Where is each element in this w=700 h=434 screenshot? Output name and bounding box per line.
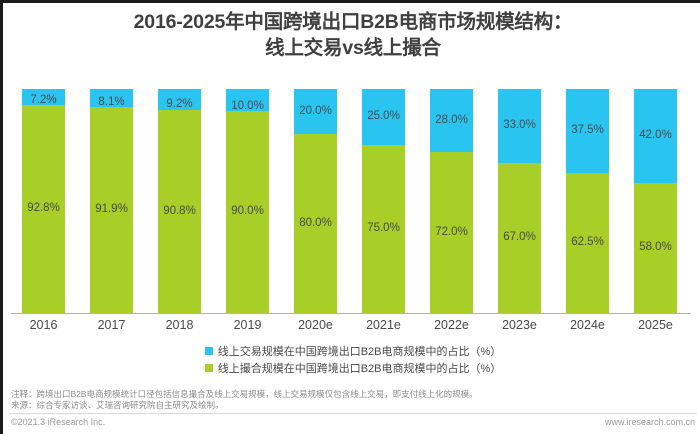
page-title-line-2: 线上交易vs线上撮合 [3,35,700,61]
bar-segment-online-matching[interactable]: 75.0% [362,145,405,313]
footer-divider [9,413,697,414]
x-axis-tick-label: 2023e [492,318,548,332]
bar-value-label: 80.0% [299,218,332,230]
bar-segment-online-transaction[interactable]: 42.0% [634,89,677,183]
bar-stack[interactable]: 37.5% 62.5% [566,89,609,313]
bar-value-label: 33.0% [503,120,536,132]
bar-stack[interactable]: 33.0% 67.0% [498,89,541,313]
footer-copyright: ©2021.3 iResearch Inc. [11,417,105,427]
bar-segment-online-matching[interactable]: 62.5% [566,173,609,313]
bar-value-label: 91.9% [95,204,128,216]
footnote-source: 来源：综合专家访谈、艾瑞咨询研究院自主研究及绘制。 [11,400,695,411]
bar-segment-online-matching[interactable]: 90.8% [158,110,201,313]
page-footer: ©2021.3 iResearch Inc. www.iresearch.com… [11,417,695,427]
legend-swatch-online-transaction [205,347,213,355]
bar-stack[interactable]: 25.0% 75.0% [362,89,405,313]
legend-label-online-transaction: 线上交易规模在中国跨境出口B2B电商规模中的占比（%） [218,343,502,359]
bar-segment-online-matching[interactable]: 91.9% [90,107,133,313]
bar-stack[interactable]: 8.1% 91.9% [90,89,133,313]
bar-value-label: 72.0% [435,227,468,239]
legend-item-online-matching[interactable]: 线上撮合规模在中国跨境出口B2B电商规模中的占比（%） [3,360,700,375]
bar-segment-online-matching[interactable]: 67.0% [498,163,541,313]
bar-value-label: 90.8% [163,206,196,218]
x-axis-labels: 2016 2017 2018 2019 2020e 2021e 2022e 2023e 2024… [17,318,689,338]
bar-stack[interactable]: 42.0% 58.0% [634,89,677,313]
x-axis-tick-label: 2022e [424,318,480,332]
bar-value-label: 58.0% [639,242,672,254]
bar-segment-online-transaction[interactable]: 33.0% [498,89,541,163]
bar-value-label: 62.5% [571,237,604,249]
bar-value-label: 42.0% [639,130,672,142]
bar-segment-online-matching[interactable]: 92.8% [22,105,65,313]
bar-value-label: 28.0% [435,115,468,127]
x-axis-tick-label: 2019 [220,318,276,332]
footnote-note: 注释：跨境出口B2B电商规模统计口径包括信息撮合及线上交易规模，线上交易规模仅包… [11,389,695,400]
bar-stack[interactable]: 10.0% 90.0% [226,89,269,313]
chart-plot-area: 7.2% 92.8% 8.1% 91.9% 9.2% 90.8% 10.0% 90.0% 20.… [17,89,689,313]
bar-segment-online-transaction[interactable]: 20.0% [294,89,337,134]
bar-segment-online-transaction[interactable]: 10.0% [226,89,269,111]
bar-segment-online-transaction[interactable]: 28.0% [430,89,473,152]
bar-stack[interactable]: 9.2% 90.8% [158,89,201,313]
x-axis-tick-label: 2017 [84,318,140,332]
legend-item-online-transaction[interactable]: 线上交易规模在中国跨境出口B2B电商规模中的占比（%） [3,343,700,358]
slide-root: 2016-2025年中国跨境出口B2B电商市场规模结构： 线上交易vs线上撮合 … [0,0,700,434]
bar-segment-online-transaction[interactable]: 7.2% [22,89,65,105]
x-axis-tick-label: 2025e [628,318,684,332]
bar-value-label: 25.0% [367,111,400,123]
page-title: 2016-2025年中国跨境出口B2B电商市场规模结构： 线上交易vs线上撮合 [3,9,700,61]
bar-value-label: 92.8% [27,203,60,215]
bar-value-label: 90.0% [231,206,264,218]
bar-segment-online-transaction[interactable]: 37.5% [566,89,609,173]
chart-footnotes: 注释：跨境出口B2B电商规模统计口径包括信息撮合及线上交易规模，线上交易规模仅包… [11,389,695,411]
legend-swatch-online-matching [205,364,213,372]
bar-value-label: 75.0% [367,223,400,235]
x-axis-tick-label: 2016 [16,318,72,332]
legend-label-online-matching: 线上撮合规模在中国跨境出口B2B电商规模中的占比（%） [218,360,502,376]
bar-stack[interactable]: 7.2% 92.8% [22,89,65,313]
bar-segment-online-transaction[interactable]: 8.1% [90,89,133,107]
x-axis-tick-label: 2018 [152,318,208,332]
bar-segment-online-matching[interactable]: 58.0% [634,183,677,313]
bar-value-label: 67.0% [503,232,536,244]
page-title-line-1: 2016-2025年中国跨境出口B2B电商市场规模结构： [3,9,700,35]
x-axis-tick-label: 2024e [560,318,616,332]
bar-value-label: 20.0% [299,106,332,118]
bar-segment-online-matching[interactable]: 72.0% [430,152,473,313]
bar-value-label: 37.5% [571,125,604,137]
bar-segment-online-transaction[interactable]: 25.0% [362,89,405,145]
x-axis-line [11,313,691,314]
bar-segment-online-transaction[interactable]: 9.2% [158,89,201,110]
bar-segment-online-matching[interactable]: 90.0% [226,111,269,313]
bar-stack[interactable]: 28.0% 72.0% [430,89,473,313]
x-axis-tick-label: 2020e [288,318,344,332]
bar-stack[interactable]: 20.0% 80.0% [294,89,337,313]
bar-segment-online-matching[interactable]: 80.0% [294,134,337,313]
chart-legend: 线上交易规模在中国跨境出口B2B电商规模中的占比（%） 线上撮合规模在中国跨境出… [3,343,700,377]
x-axis-tick-label: 2021e [356,318,412,332]
footer-website[interactable]: www.iresearch.com.cn [605,417,695,427]
